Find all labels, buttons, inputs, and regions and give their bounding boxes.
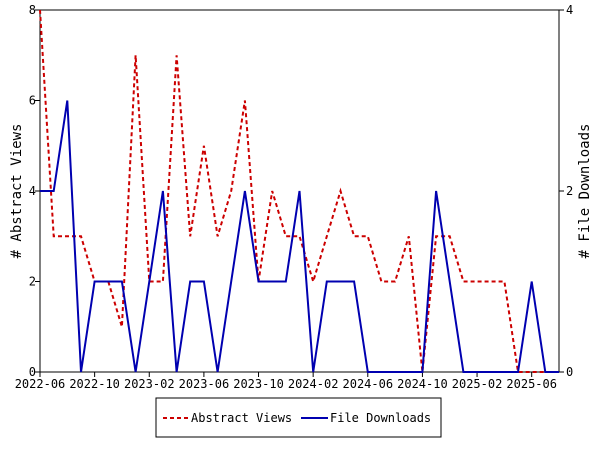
series-line-abstract-views bbox=[39, 9, 559, 373]
right-y-tick-label: 4 bbox=[566, 3, 573, 17]
x-tick-label: 2025-06 bbox=[506, 377, 557, 391]
legend: Abstract Views File Downloads bbox=[155, 397, 442, 438]
series-line-file-downloads bbox=[40, 100, 559, 373]
left-y-axis-ticks: 0 2 4 6 8 bbox=[29, 3, 40, 379]
left-y-axis-title: # Abstract Views bbox=[9, 124, 25, 259]
series-lines bbox=[39, 9, 559, 373]
x-tick-label: 2023-02 bbox=[124, 377, 175, 391]
x-axis-ticks: 2022-06 2022-10 2023-02 2023-06 2023-10 2024-… bbox=[15, 372, 557, 391]
x-tick-label: 2022-06 bbox=[15, 377, 66, 391]
x-tick-label: 2025-02 bbox=[452, 377, 503, 391]
right-y-tick-label: 2 bbox=[566, 184, 573, 198]
legend-box bbox=[155, 397, 442, 438]
right-y-axis-ticks: 0 2 4 bbox=[559, 3, 573, 379]
left-y-tick-label: 0 bbox=[29, 365, 36, 379]
x-tick-label: 2022-10 bbox=[69, 377, 120, 391]
x-tick-label: 2024-10 bbox=[397, 377, 448, 391]
x-tick-label: 2023-10 bbox=[233, 377, 284, 391]
legend-label-file-downloads: File Downloads bbox=[330, 411, 431, 425]
left-y-tick-label: 6 bbox=[29, 94, 36, 108]
left-y-tick-label: 2 bbox=[29, 275, 36, 289]
x-tick-label: 2023-06 bbox=[179, 377, 230, 391]
right-y-axis-title: # File Downloads bbox=[577, 124, 593, 259]
x-tick-label: 2024-06 bbox=[343, 377, 394, 391]
left-y-tick-label: 8 bbox=[29, 3, 36, 17]
x-tick-label: 2024-02 bbox=[288, 377, 339, 391]
left-y-tick-label: 4 bbox=[29, 184, 36, 198]
legend-label-abstract-views: Abstract Views bbox=[191, 411, 292, 425]
right-y-tick-label: 0 bbox=[566, 365, 573, 379]
